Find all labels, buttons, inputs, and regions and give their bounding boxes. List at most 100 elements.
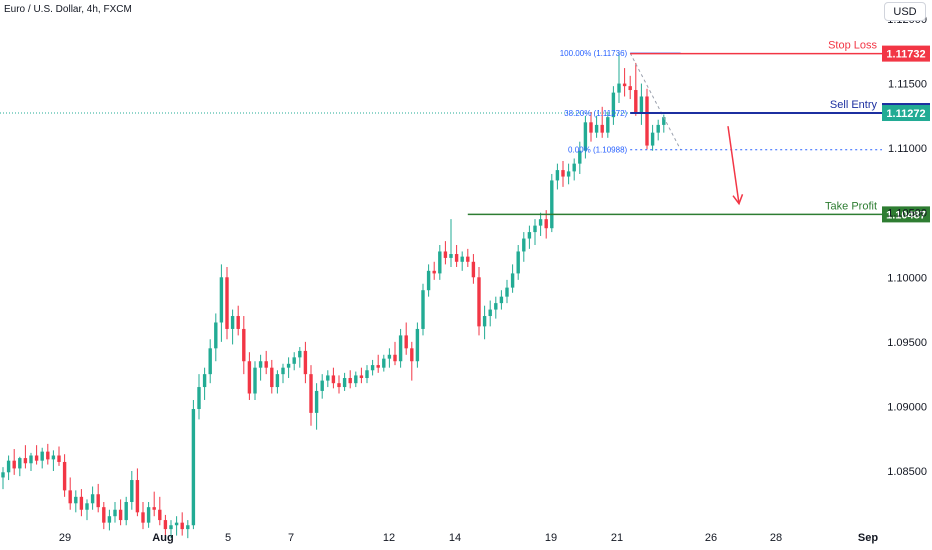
level-label-stop-loss: Stop Loss bbox=[828, 40, 877, 52]
candle-body bbox=[51, 455, 56, 460]
candle-body bbox=[404, 335, 408, 349]
candle-body bbox=[62, 461, 67, 491]
candle-body bbox=[6, 460, 11, 473]
candle bbox=[454, 245, 459, 267]
candle bbox=[482, 305, 487, 340]
candle-body bbox=[96, 494, 100, 508]
candle-body bbox=[639, 96, 644, 112]
candle-body bbox=[589, 122, 593, 133]
candle bbox=[135, 468, 140, 517]
candle bbox=[561, 161, 565, 187]
level-label-take-profit: Take Profit bbox=[825, 200, 877, 212]
candle-body bbox=[214, 322, 218, 349]
candle bbox=[309, 365, 313, 426]
candle-body bbox=[174, 522, 179, 526]
candle-body bbox=[118, 509, 123, 521]
candle bbox=[622, 68, 627, 97]
candle bbox=[197, 374, 201, 420]
candle-body bbox=[482, 316, 487, 327]
x-tick-label: Sep bbox=[858, 532, 878, 544]
candle bbox=[253, 361, 257, 400]
candle bbox=[124, 496, 128, 526]
candle bbox=[23, 445, 28, 469]
candle bbox=[208, 339, 212, 384]
candle bbox=[146, 501, 151, 528]
price-badge-text: 1.11732 bbox=[886, 49, 925, 61]
candle-body bbox=[606, 117, 610, 133]
candle-body bbox=[158, 509, 162, 521]
candle-body bbox=[533, 225, 537, 233]
candle bbox=[68, 477, 72, 510]
candle-body bbox=[555, 170, 560, 181]
candle bbox=[303, 341, 308, 384]
candle bbox=[488, 300, 492, 327]
candle-body bbox=[617, 83, 621, 93]
candle-body bbox=[141, 512, 145, 523]
candle-body bbox=[505, 287, 509, 297]
candle bbox=[650, 124, 655, 151]
candle bbox=[600, 106, 604, 138]
candle bbox=[158, 496, 162, 526]
candle-body bbox=[74, 496, 78, 504]
candle bbox=[281, 363, 285, 384]
candle-body bbox=[191, 409, 196, 526]
candle bbox=[236, 305, 240, 336]
candle bbox=[174, 516, 179, 536]
candle-body bbox=[292, 357, 296, 364]
x-tick-label: 26 bbox=[705, 532, 717, 544]
candle-body bbox=[376, 365, 380, 368]
candle-body bbox=[286, 363, 291, 368]
candle bbox=[578, 141, 582, 174]
candle-body bbox=[494, 303, 498, 310]
candle-body bbox=[454, 254, 459, 262]
candle-body bbox=[135, 480, 140, 513]
candle-body bbox=[426, 270, 431, 291]
candle bbox=[225, 266, 229, 340]
candle-body bbox=[438, 251, 442, 274]
y-tick-label: 1.09500 bbox=[887, 337, 927, 349]
currency-button[interactable]: USD bbox=[884, 2, 926, 21]
price-badge bbox=[882, 105, 930, 122]
y-tick-label: 1.10500 bbox=[887, 208, 927, 220]
candle bbox=[432, 261, 436, 280]
candle bbox=[163, 514, 168, 539]
candle bbox=[443, 241, 448, 265]
candle bbox=[376, 354, 380, 373]
candle-body bbox=[550, 180, 554, 229]
candle-body bbox=[113, 509, 117, 517]
candle bbox=[169, 520, 173, 539]
fib-trendline bbox=[629, 52, 682, 150]
candle bbox=[387, 348, 392, 368]
candle-body bbox=[561, 170, 565, 177]
candle-body bbox=[169, 525, 173, 530]
candle bbox=[191, 399, 196, 530]
candle bbox=[611, 86, 616, 125]
candle bbox=[645, 88, 649, 150]
candle-body bbox=[527, 232, 532, 239]
candle-body bbox=[57, 455, 61, 462]
candle bbox=[107, 509, 112, 531]
candle bbox=[510, 264, 515, 293]
candle-body bbox=[208, 348, 212, 375]
candle-body bbox=[298, 350, 302, 358]
candle-body bbox=[90, 494, 95, 504]
level-label-sell-entry: Sell Entry bbox=[830, 99, 878, 111]
candle-body bbox=[354, 375, 358, 384]
candle bbox=[555, 163, 560, 190]
x-tick-label: 14 bbox=[449, 532, 461, 544]
candle bbox=[118, 499, 123, 526]
candle-body bbox=[365, 370, 369, 379]
x-tick-label: 28 bbox=[770, 532, 782, 544]
candle bbox=[152, 491, 156, 517]
candle-body bbox=[460, 256, 464, 262]
candle-body bbox=[578, 150, 582, 164]
candle bbox=[634, 62, 638, 116]
candle-body bbox=[538, 219, 543, 226]
candle-body bbox=[522, 238, 526, 252]
candle-body bbox=[382, 358, 386, 368]
candle bbox=[639, 83, 644, 125]
candle-body bbox=[634, 90, 638, 112]
candle-body bbox=[314, 390, 319, 413]
candle-body bbox=[566, 171, 571, 177]
